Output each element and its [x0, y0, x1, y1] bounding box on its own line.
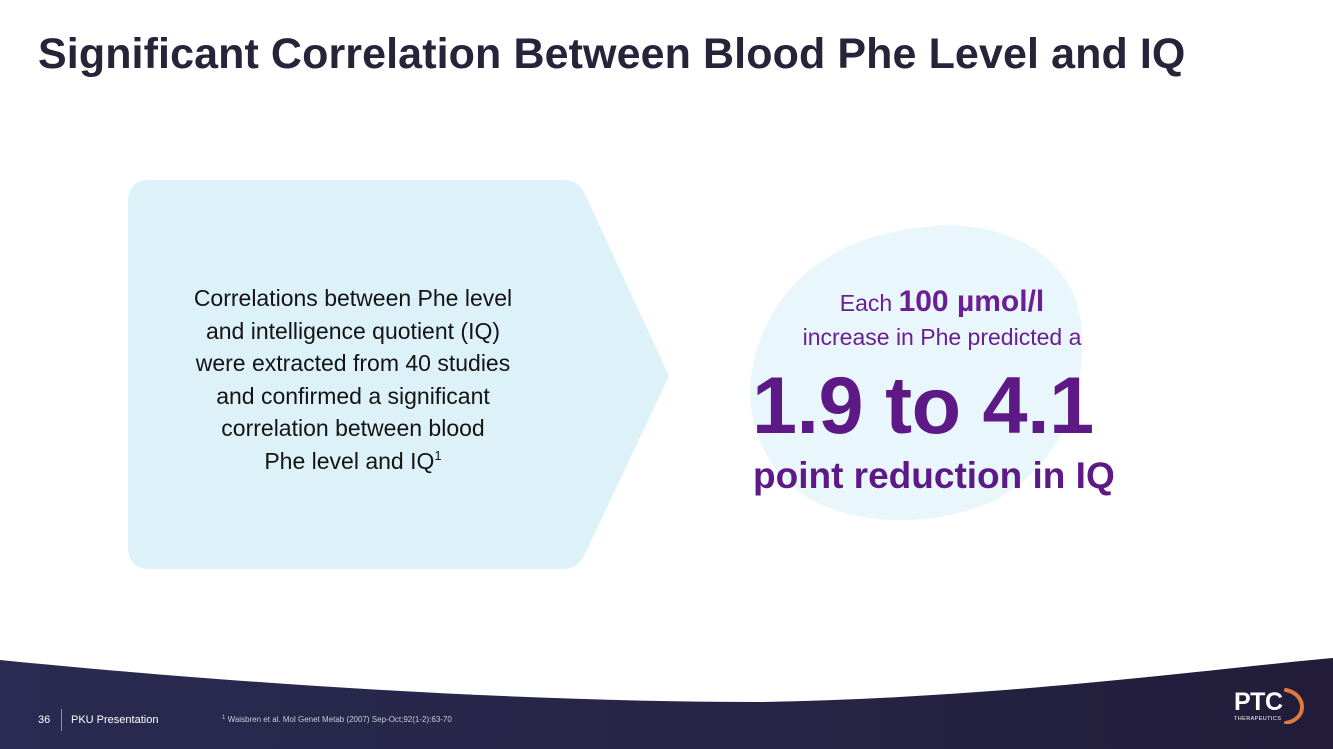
footnote-marker: 1: [222, 715, 226, 721]
citation-superscript: 1: [434, 447, 442, 463]
footer-divider: [61, 709, 62, 731]
description-line: Correlations between Phe level: [193, 285, 513, 311]
arrow-callout-shape: [128, 180, 669, 569]
description-line: and intelligence quotient (IQ): [205, 317, 501, 344]
ptc-logo: PTC THERAPEUTICS: [1232, 688, 1306, 726]
stat-intro: Each 100 µmol/l: [742, 285, 1142, 319]
highlight-blob-shape: [750, 225, 1083, 521]
stat-range: 1.9 to 4.1: [752, 361, 1094, 451]
footnote-text: Waisbren et al. Mol Genet Metab (2007) S…: [227, 715, 452, 724]
logo-arc-icon: [1284, 688, 1304, 724]
stat-increase-text: increase in Phe predicted a: [802, 324, 1082, 350]
logo-tagline: THERAPEUTICS: [1234, 716, 1282, 722]
logo-wordmark: PTC: [1234, 688, 1283, 716]
stat-caption: point reduction in IQ: [753, 455, 1115, 496]
slide-title: Significant Correlation Between Blood Ph…: [38, 30, 1186, 78]
page-number: 36: [38, 714, 51, 726]
description-line: were extracted from 40 studies: [195, 350, 511, 377]
description-text: Phe level and IQ: [264, 447, 435, 474]
stat-prefix: Each: [839, 290, 893, 316]
description-line-last: Phe level and IQ1: [150, 445, 556, 478]
presentation-title: PKU Presentation: [71, 714, 159, 726]
footnote-reference: 1 Waisbren et al. Mol Genet Metab (2007)…: [222, 715, 452, 724]
stat-unit-value: 100 µmol/l: [898, 285, 1045, 318]
description-line: and confirmed a significant: [216, 382, 490, 409]
correlation-description: Correlations between Phe level and intel…: [150, 282, 556, 478]
description-line: correlation between blood: [221, 415, 485, 442]
footer-band: [0, 658, 1333, 749]
